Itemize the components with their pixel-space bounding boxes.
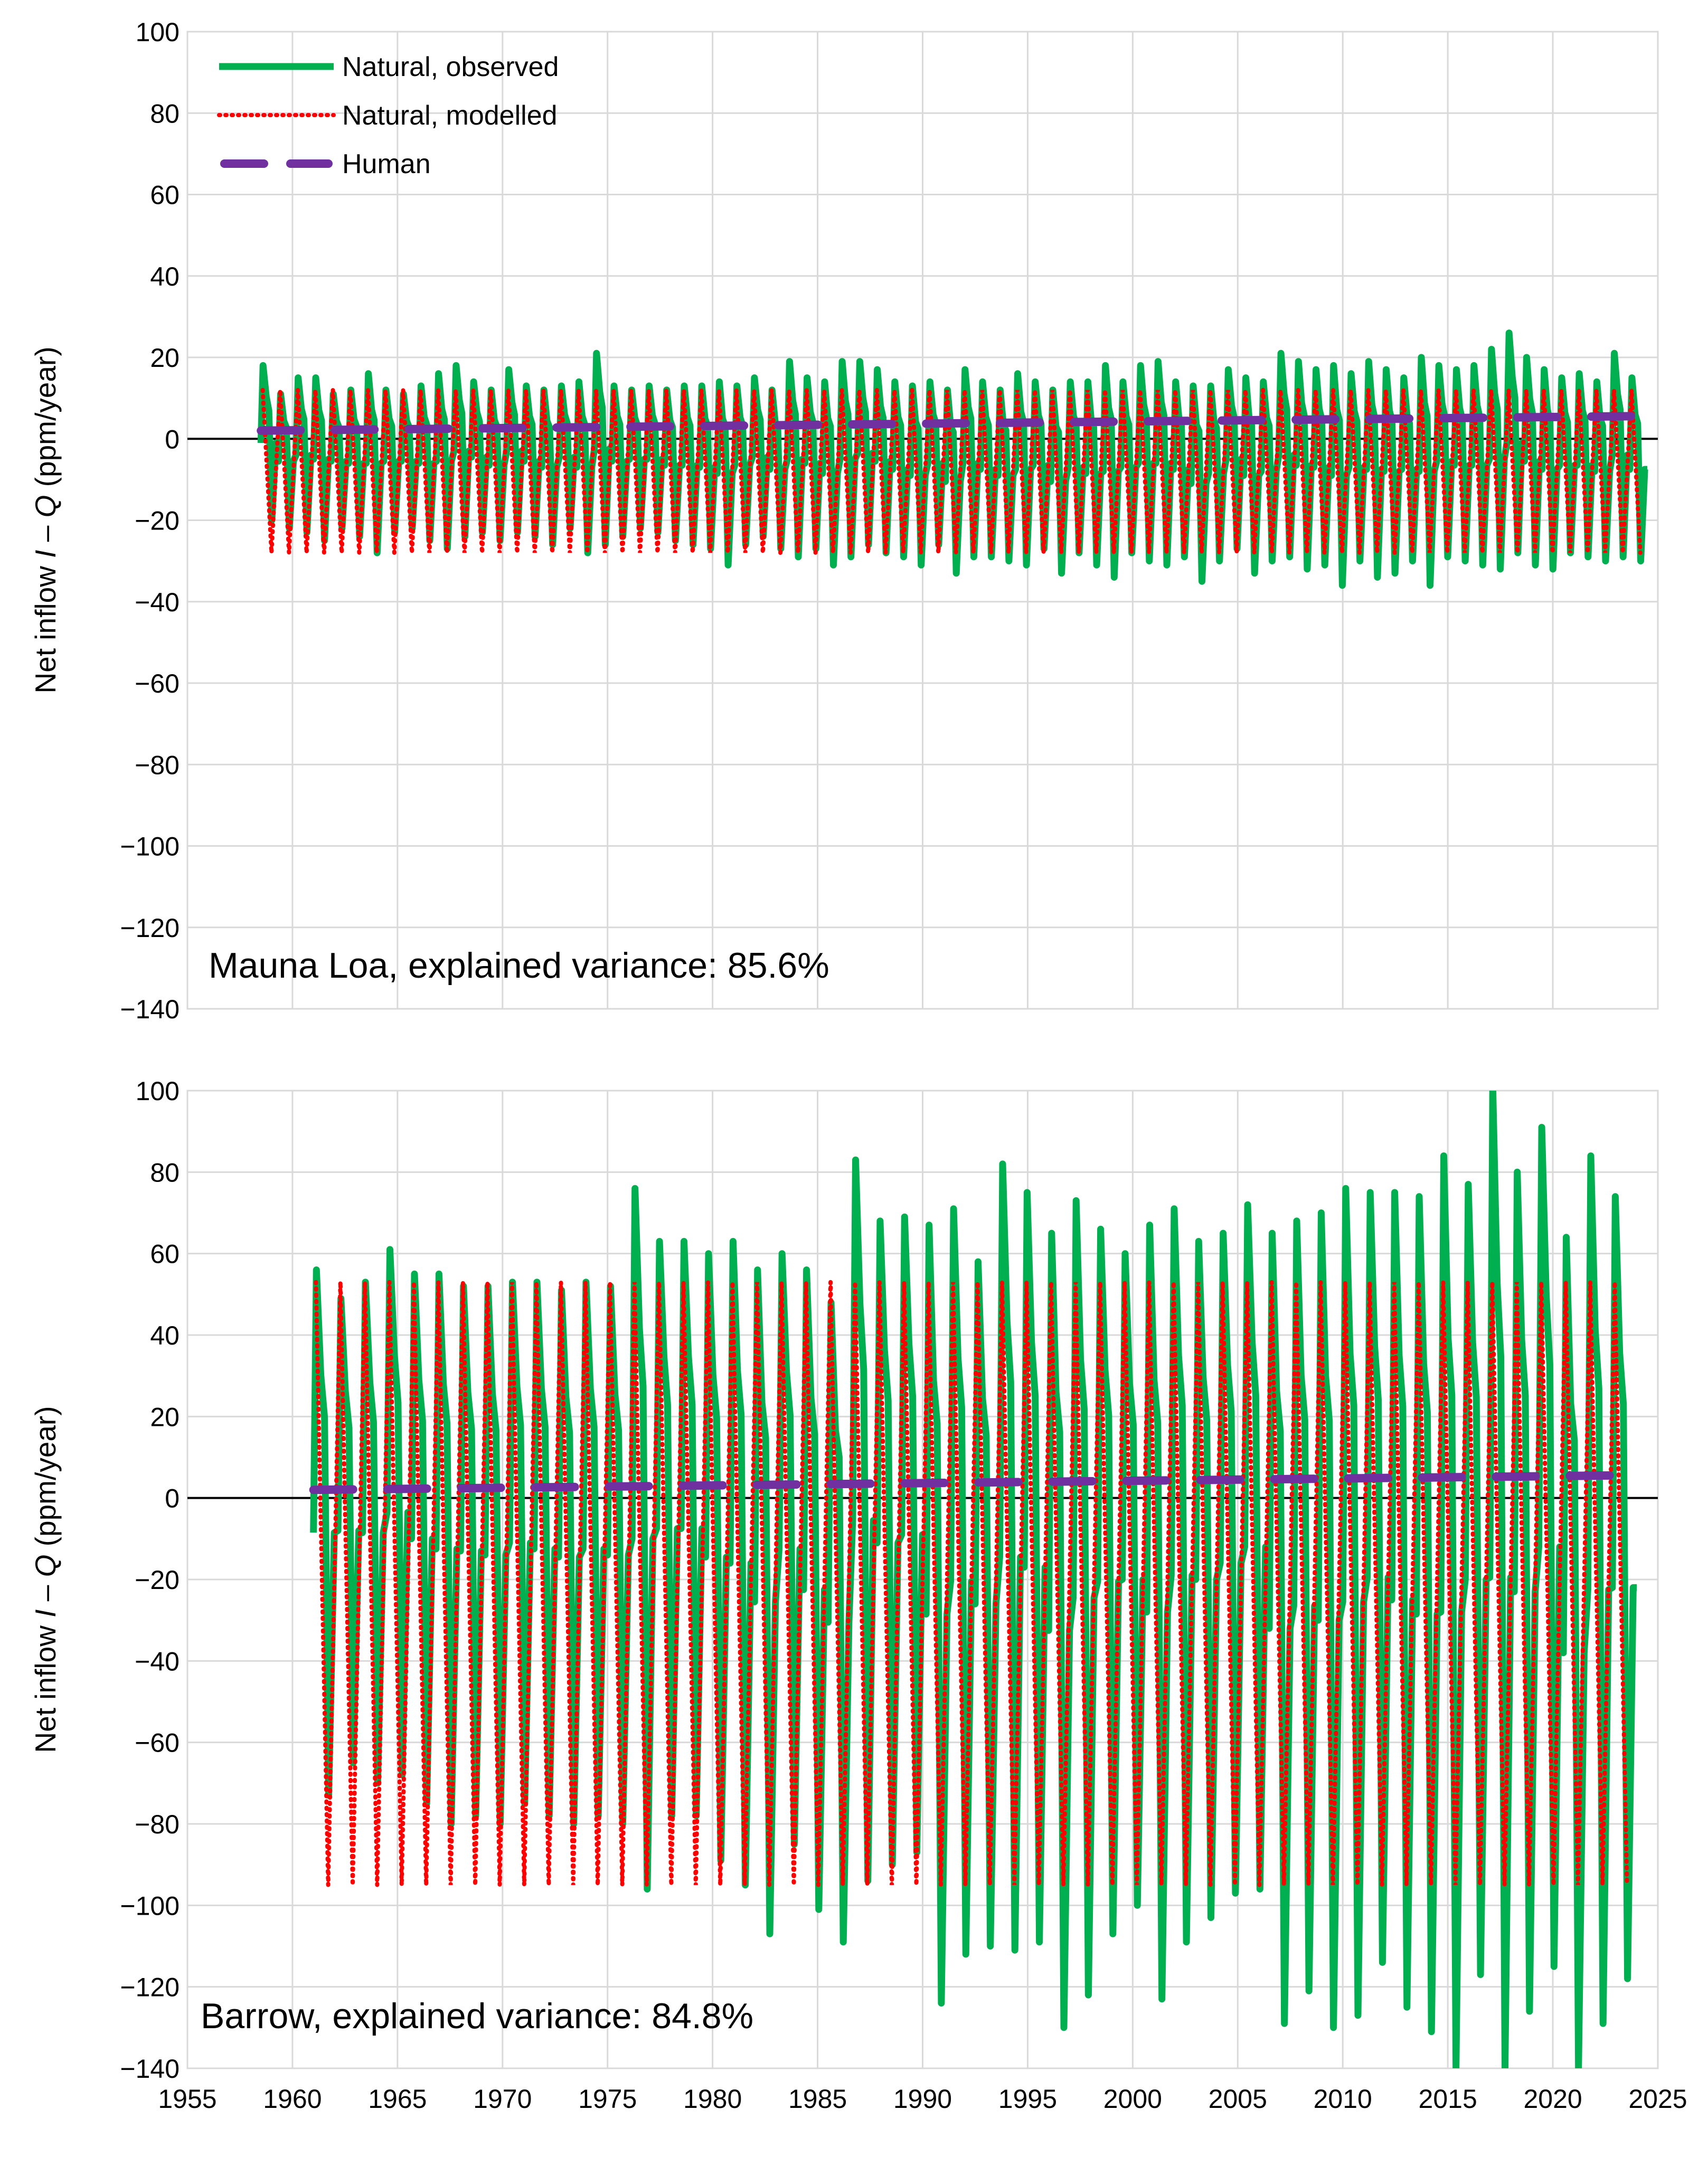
y-tick-label: 100 bbox=[136, 17, 180, 47]
y-tick-label: 40 bbox=[150, 262, 180, 291]
panel-annotation: Mauna Loa, explained variance: 85.6% bbox=[209, 945, 829, 986]
x-tick-label: 1995 bbox=[998, 2084, 1057, 2114]
y-tick-label: 0 bbox=[165, 1484, 180, 1513]
legend-item-natural-observed: Natural, observed bbox=[219, 52, 559, 82]
x-tick-label: 2020 bbox=[1523, 2084, 1582, 2114]
x-tick-label: 2005 bbox=[1209, 2084, 1267, 2114]
x-tick-labels: 1955 1960 1965 1970 1975 1980 1985 1990 1995 2000… bbox=[158, 2084, 1687, 2114]
y-tick-labels: 100 80 60 40 20 0 −20 −40 −60 −80 −100 −120 −140 bbox=[120, 17, 180, 1024]
y-tick-label: 80 bbox=[150, 1158, 180, 1187]
series-natural-observed bbox=[310, 1091, 1637, 2068]
y-axis-label: Net inflow I – Q (ppm/year) bbox=[29, 346, 62, 693]
y-tick-label: 80 bbox=[150, 99, 180, 128]
y-tick-label: −20 bbox=[135, 506, 180, 536]
x-tick-label: 1955 bbox=[158, 2084, 216, 2114]
x-tick-label: 2025 bbox=[1628, 2084, 1687, 2114]
y-tick-label: 100 bbox=[136, 1076, 180, 1106]
barrow-panel: 100 80 60 40 20 0 −20 −40 −60 −80 −100 −120 −140 195… bbox=[29, 1076, 1687, 2114]
y-tick-label: −100 bbox=[120, 832, 180, 862]
series-group bbox=[309, 1091, 1641, 2068]
y-tick-label: −120 bbox=[120, 1973, 180, 2002]
legend-label-natural-modelled: Natural, modelled bbox=[342, 100, 558, 131]
series-human bbox=[257, 412, 1652, 435]
y-tick-label: −80 bbox=[135, 1810, 180, 1839]
x-tick-label: 1975 bbox=[578, 2084, 637, 2114]
y-tick-label: −140 bbox=[120, 2054, 180, 2084]
x-tick-label: 1980 bbox=[683, 2084, 742, 2114]
legend-label-human: Human bbox=[342, 149, 431, 179]
panel-annotation: Barrow, explained variance: 84.8% bbox=[201, 1996, 753, 2036]
y-tick-labels: 100 80 60 40 20 0 −20 −40 −60 −80 −100 −120 −140 bbox=[120, 1076, 180, 2084]
x-tick-label: 1970 bbox=[473, 2084, 532, 2114]
y-tick-label: −40 bbox=[135, 1647, 180, 1676]
legend-item-human: Human bbox=[220, 149, 431, 179]
y-tick-label: 40 bbox=[150, 1321, 180, 1350]
x-tick-label: 1985 bbox=[788, 2084, 847, 2114]
x-tick-label: 1965 bbox=[368, 2084, 427, 2114]
series-group bbox=[257, 329, 1652, 589]
x-tick-label: 2015 bbox=[1419, 2084, 1477, 2114]
mauna-loa-panel: 100 80 60 40 20 0 −20 −40 −60 −80 −100 −120 −140 Net… bbox=[29, 17, 1659, 1024]
y-tick-label: −140 bbox=[120, 995, 180, 1024]
y-tick-label: −60 bbox=[135, 1728, 180, 1758]
x-tick-label: 1990 bbox=[893, 2084, 952, 2114]
legend-label-natural-observed: Natural, observed bbox=[342, 52, 559, 82]
y-tick-label: −60 bbox=[135, 669, 180, 698]
y-tick-label: −40 bbox=[135, 588, 180, 617]
series-human bbox=[309, 1471, 1641, 1494]
x-tick-label: 2000 bbox=[1103, 2084, 1162, 2114]
legend-item-natural-modelled: Natural, modelled bbox=[217, 100, 558, 131]
x-tick-label: 2010 bbox=[1314, 2084, 1372, 2114]
y-tick-label: −80 bbox=[135, 750, 180, 780]
y-tick-label: 0 bbox=[165, 424, 180, 454]
y-tick-label: −20 bbox=[135, 1565, 180, 1595]
y-tick-label: 60 bbox=[150, 1240, 180, 1269]
y-tick-label: 20 bbox=[150, 343, 180, 373]
y-tick-label: 20 bbox=[150, 1402, 180, 1432]
series-natural-modelled bbox=[260, 387, 1643, 555]
legend: Natural, observed Natural, modelled Huma… bbox=[217, 52, 559, 179]
series-natural-modelled bbox=[314, 1280, 1629, 1887]
y-tick-label: −120 bbox=[120, 913, 180, 943]
x-tick-label: 1960 bbox=[263, 2084, 322, 2114]
y-tick-label: −100 bbox=[120, 1891, 180, 1921]
y-axis-label: Net inflow I – Q (ppm/year) bbox=[29, 1406, 62, 1753]
y-tick-label: 60 bbox=[150, 181, 180, 210]
